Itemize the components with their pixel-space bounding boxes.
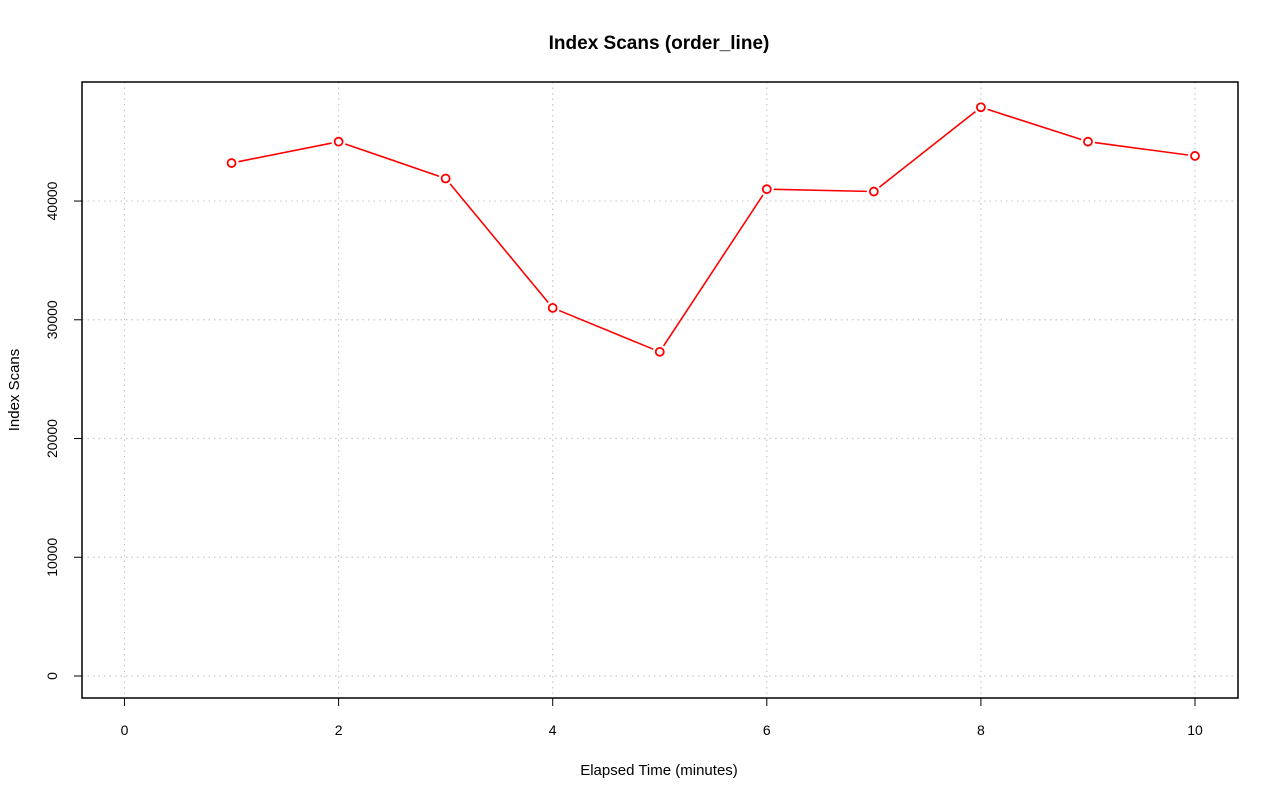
series-line-segment (449, 183, 549, 304)
series-line-segment (773, 188, 867, 193)
data-point (226, 158, 237, 168)
x-tick-label: 6 (763, 722, 771, 738)
data-point (440, 173, 451, 184)
data-point (547, 303, 558, 313)
series-line-segment (662, 194, 764, 347)
series-line-segment (878, 110, 976, 188)
data-point (976, 102, 986, 113)
y-tick-label: 0 (44, 672, 60, 680)
y-tick-label: 20000 (44, 419, 60, 458)
x-tick-label: 0 (121, 722, 129, 738)
data-point (1083, 136, 1093, 147)
y-axis: 0 10000 20000 30000 40000 (44, 181, 83, 680)
x-axis-label: Elapsed Time (minutes) (580, 762, 738, 779)
x-tick-label: 8 (977, 722, 985, 738)
y-tick-label: 30000 (44, 300, 60, 339)
data-point (333, 136, 344, 147)
series-line-segment (987, 108, 1082, 141)
y-axis-label: Index Scans (6, 349, 23, 432)
x-tick-label: 4 (549, 722, 557, 738)
x-tick-label: 2 (335, 722, 343, 738)
plot-frame (81, 81, 1239, 699)
series-line-segment (558, 309, 654, 350)
x-tick-label: 10 (1187, 722, 1203, 738)
series-group (226, 102, 1200, 357)
x-axis: 0 2 4 6 8 10 (121, 697, 1203, 738)
data-point (654, 346, 665, 357)
series-line-segment (238, 142, 332, 163)
y-tick-label: 10000 (44, 538, 60, 577)
grid (82, 82, 1238, 698)
chart-title: Index Scans (order_line) (549, 33, 770, 54)
data-point (1190, 151, 1200, 161)
data-point (761, 184, 772, 195)
series-line-segment (344, 143, 440, 177)
data-point (868, 186, 879, 197)
series-line-segment (1094, 141, 1189, 156)
y-tick-label: 40000 (44, 181, 60, 220)
